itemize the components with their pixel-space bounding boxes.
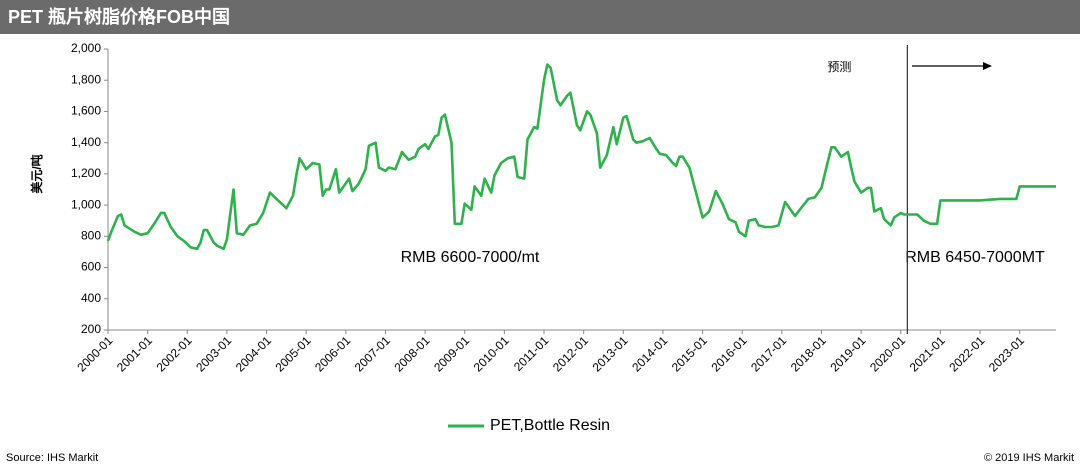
x-tick-label: 2007-01 <box>352 333 393 374</box>
y-tick-label: 1,200 <box>71 166 101 180</box>
x-tick-label: 2022-01 <box>946 333 987 374</box>
copyright: © 2019 IHS Markit <box>984 452 1074 464</box>
x-tick-label: 2002-01 <box>154 333 195 374</box>
x-tick-label: 2014-01 <box>629 333 670 374</box>
x-tick-label: 2006-01 <box>312 333 353 374</box>
x-tick-label: 2009-01 <box>431 333 472 374</box>
annotation: RMB 6600-7000/mt <box>401 249 540 266</box>
y-axis-label: 美元/吨 <box>29 154 44 193</box>
y-tick-label: 1,000 <box>71 197 101 211</box>
x-tick-label: 2015-01 <box>669 333 710 374</box>
y-tick-label: 1,800 <box>71 72 101 86</box>
x-tick-label: 2004-01 <box>233 333 274 374</box>
x-tick-label: 2011-01 <box>511 333 552 374</box>
x-tick-label: 2000-01 <box>74 333 115 374</box>
y-tick-label: 1,600 <box>71 104 101 118</box>
x-tick-label: 2018-01 <box>788 333 829 374</box>
x-tick-label: 2017-01 <box>748 333 789 374</box>
x-tick-label: 2010-01 <box>471 333 512 374</box>
y-tick-label: 1,400 <box>71 135 101 149</box>
source: Source: IHS Markit <box>6 452 98 464</box>
series-line <box>106 63 1056 251</box>
y-tick-label: 2,000 <box>71 41 101 55</box>
chart-title: PET 瓶片树脂价格FOB中国 <box>8 6 230 27</box>
x-tick-label: 2020-01 <box>867 333 908 374</box>
x-tick-label: 2001-01 <box>114 333 155 374</box>
x-tick-label: 2016-01 <box>709 333 750 374</box>
title-bar <box>0 0 1080 34</box>
y-tick-label: 800 <box>81 229 101 243</box>
annotation: 预测 <box>827 60 851 74</box>
y-tick-label: 200 <box>81 322 101 336</box>
x-tick-label: 2021-01 <box>907 333 948 374</box>
x-tick-label: 2003-01 <box>193 333 234 374</box>
legend-label: PET,Bottle Resin <box>490 417 610 434</box>
x-tick-label: 2012-01 <box>550 333 591 374</box>
forecast-arrowhead <box>983 62 992 70</box>
y-tick-label: 600 <box>81 260 101 274</box>
x-tick-label: 2019-01 <box>827 333 868 374</box>
x-tick-label: 2013-01 <box>590 333 631 374</box>
annotation: RMB 6450-7000MT <box>905 249 1045 266</box>
y-tick-label: 400 <box>81 291 101 305</box>
x-tick-label: 2023-01 <box>986 333 1027 374</box>
x-tick-label: 2005-01 <box>273 333 314 374</box>
x-tick-label: 2008-01 <box>391 333 432 374</box>
